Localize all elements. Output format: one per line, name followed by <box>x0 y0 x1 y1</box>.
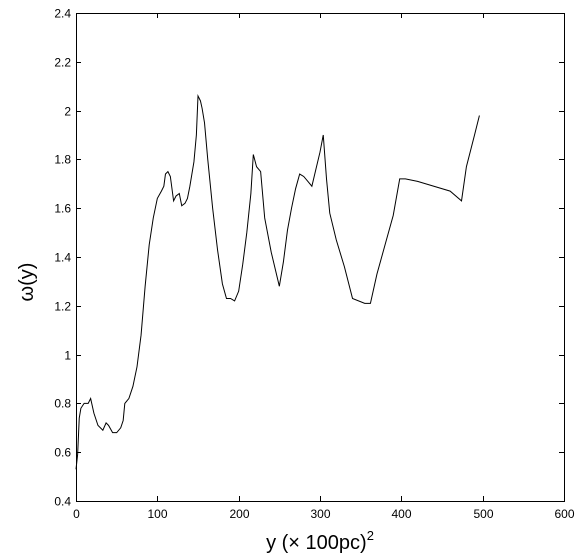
plot-area-border <box>76 13 565 502</box>
x-axis-label-superscript: 2 <box>367 528 374 543</box>
y-tick-label: 2.2 <box>54 56 71 70</box>
series-group <box>75 94 480 470</box>
y-tick-label: 0.4 <box>54 495 71 509</box>
y-axis-label: ω(y) <box>16 263 38 302</box>
y-tick-label: 1.4 <box>54 251 71 265</box>
y-tick-label: 1.6 <box>54 202 71 216</box>
series-line <box>75 94 480 470</box>
x-tick-label: 600 <box>554 507 574 521</box>
y-tick-label: 1.8 <box>54 153 71 167</box>
y-tick-label: 2 <box>64 105 71 119</box>
x-axis-label-text: y (× 100pc) <box>266 532 367 554</box>
y-tick-label: 2.4 <box>54 7 71 21</box>
plot-frame <box>76 13 565 502</box>
y-axis-ticks: 0.4 0.6 0.8 1 1.2 1.4 1.6 1.8 2 2.2 2.4 <box>54 7 564 509</box>
y-tick-label: 0.8 <box>54 397 71 411</box>
x-tick-label: 400 <box>391 507 411 521</box>
x-axis-ticks: 0 100 200 300 400 500 600 <box>73 13 575 521</box>
y-tick-label: 1.2 <box>54 300 71 314</box>
x-tick-label: 100 <box>147 507 167 521</box>
x-tick-label: 200 <box>229 507 249 521</box>
x-axis-label: y (× 100pc)2 <box>266 528 374 554</box>
x-tick-label: 300 <box>310 507 330 521</box>
y-tick-label: 1 <box>64 349 71 363</box>
x-tick-label: 0 <box>73 507 80 521</box>
y-tick-label: 0.6 <box>54 446 71 460</box>
x-tick-label: 500 <box>473 507 493 521</box>
